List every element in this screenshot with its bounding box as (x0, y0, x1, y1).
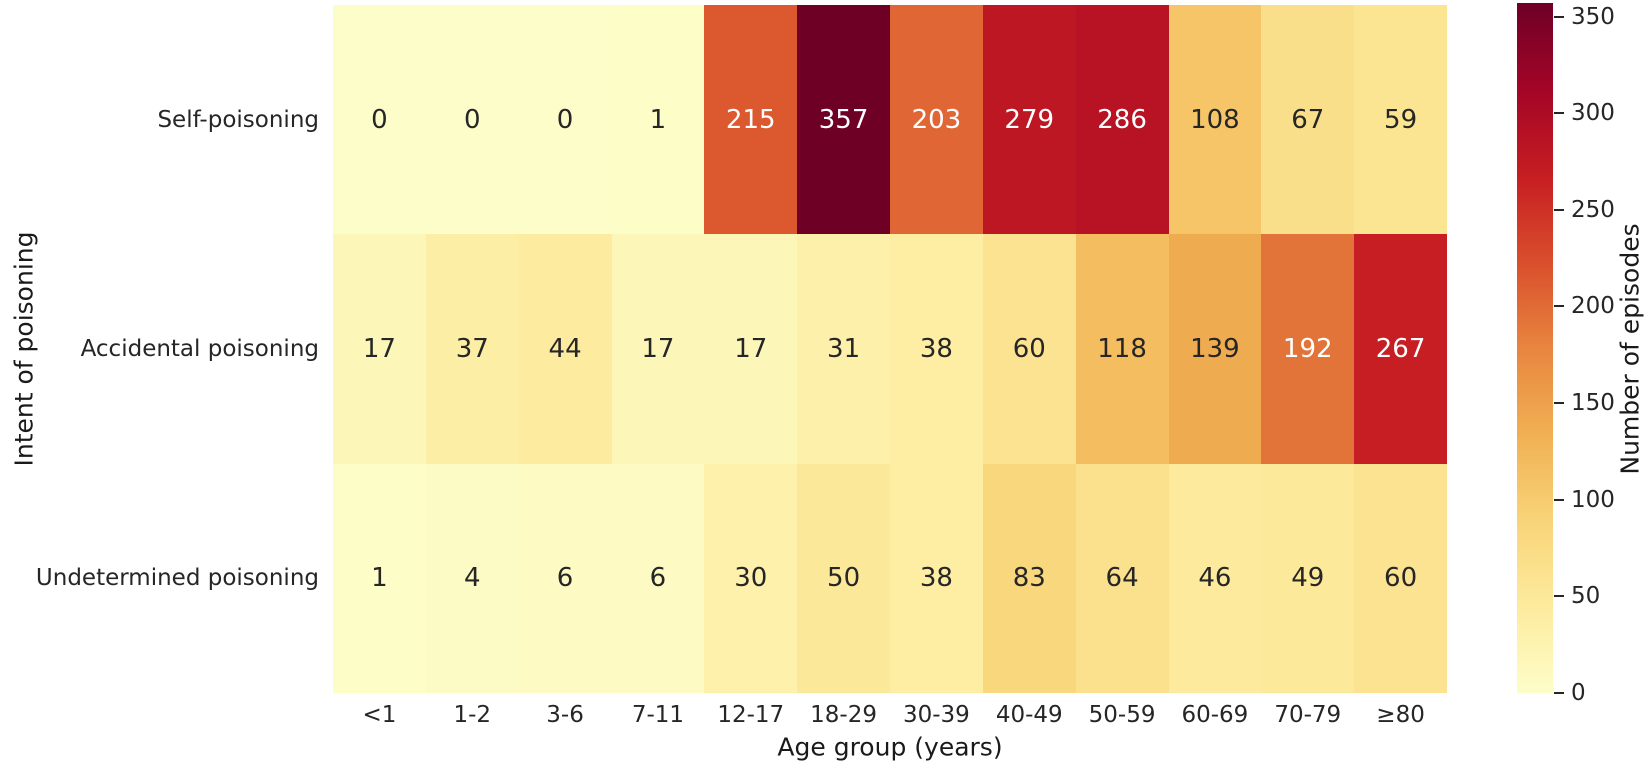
y-axis-title: Intent of poisoning (9, 231, 39, 467)
heatmap-cell: 0 (425, 5, 519, 235)
heatmap-cell: 38 (890, 463, 983, 693)
x-tick-label: 3-6 (546, 702, 584, 728)
x-axis-title: Age group (years) (777, 732, 1003, 762)
heatmap-cell: 60 (1354, 463, 1447, 693)
x-tick-label: ≥80 (1376, 702, 1425, 728)
colorbar-tick-label: 150 (1571, 390, 1615, 417)
heatmap-cell: 17 (333, 234, 426, 464)
heatmap-cell: 6 (518, 463, 612, 693)
heatmap-cell: 279 (982, 5, 1076, 235)
colorbar-tick-label: 100 (1571, 486, 1615, 513)
heatmap-cell: 108 (1168, 5, 1262, 235)
y-tick-label: Undetermined poisoning (35, 565, 319, 592)
colorbar-tick-label: 50 (1571, 583, 1601, 610)
heatmap-cell: 60 (982, 234, 1076, 464)
heatmap-cell: 38 (890, 234, 983, 464)
colorbar-tick-label: 0 (1571, 680, 1586, 706)
heatmap-cell: 50 (797, 463, 890, 693)
x-tick-labels: <1 1-2 3-6 7-11 12-17 18-29 30-39 40-49 50-59 60-… (333, 701, 1447, 729)
colorbar-tick-label: 300 (1571, 100, 1615, 127)
heatmap-cell: 17 (704, 234, 798, 464)
heatmap-cell: 31 (797, 234, 890, 464)
heatmap-cell: 6 (611, 463, 705, 693)
heatmap-cell: 83 (982, 463, 1076, 693)
colorbar-tick-label: 200 (1571, 293, 1615, 320)
heatmap-cell: 1 (611, 5, 705, 235)
heatmap-cell: 49 (1261, 463, 1355, 693)
colorbar-gradient (1517, 3, 1553, 693)
x-tick-label: 40-49 (995, 702, 1063, 728)
heatmap-cell: 203 (890, 5, 983, 235)
heatmap-cell: 46 (1168, 463, 1262, 693)
colorbar-tick-mark (1554, 15, 1564, 18)
heatmap-cell: 37 (425, 234, 519, 464)
heatmap-cell: 118 (1075, 234, 1169, 464)
heatmap-cell: 30 (704, 463, 798, 693)
colorbar-tick-mark (1554, 595, 1564, 598)
heatmap-cell: 64 (1075, 463, 1169, 693)
colorbar-tick-mark (1554, 498, 1564, 501)
heatmap-cell: 267 (1354, 234, 1447, 464)
x-tick-label: 12-17 (717, 702, 785, 728)
colorbar-tick-mark (1554, 692, 1564, 694)
heatmap-cell: 0 (333, 5, 426, 235)
x-tick-label: 50-59 (1088, 702, 1156, 728)
y-tick-label: Self-poisoning (157, 106, 319, 133)
heatmap-cell: 4 (425, 463, 519, 693)
heatmap-cell: 17 (611, 234, 705, 464)
colorbar-tick-mark (1554, 112, 1564, 115)
x-tick-label: 1-2 (453, 702, 492, 728)
x-tick-label: 18-29 (810, 702, 877, 728)
colorbar-tick-label: 350 (1571, 3, 1615, 30)
x-tick-label: 60-69 (1181, 702, 1249, 728)
colorbar-title: Number of episodes (1615, 223, 1645, 475)
heatmap-cell: 67 (1261, 5, 1355, 235)
x-tick-label: 30-39 (902, 702, 970, 728)
heatmap-cell: 215 (704, 5, 798, 235)
y-tick-labels: Self-poisoning Accidental poisoning Undete… (0, 5, 319, 693)
x-tick-label: <1 (362, 702, 397, 728)
x-tick-label: 70-79 (1274, 702, 1342, 728)
heatmap-cell: 44 (518, 234, 612, 464)
heatmap-cell: 139 (1168, 234, 1262, 464)
heatmap-grid: 0 0 0 1 215 357 203 279 286 108 67 59 17 37 44 17 17 31 38… (333, 5, 1447, 693)
colorbar-tick-mark (1554, 208, 1564, 211)
heatmap-cell: 59 (1354, 5, 1447, 235)
heatmap-cell: 286 (1075, 5, 1169, 235)
heatmap-cell: 0 (518, 5, 612, 235)
colorbar-tick-mark (1554, 402, 1564, 405)
heatmap-cell: 357 (797, 5, 890, 235)
y-tick-label: Accidental poisoning (80, 335, 319, 362)
colorbar-tick-mark (1554, 305, 1564, 308)
colorbar-tick-label: 250 (1571, 196, 1615, 223)
heatmap-cell: 1 (333, 463, 426, 693)
x-tick-label: 7-11 (631, 702, 685, 728)
heatmap-cell: 192 (1261, 234, 1355, 464)
